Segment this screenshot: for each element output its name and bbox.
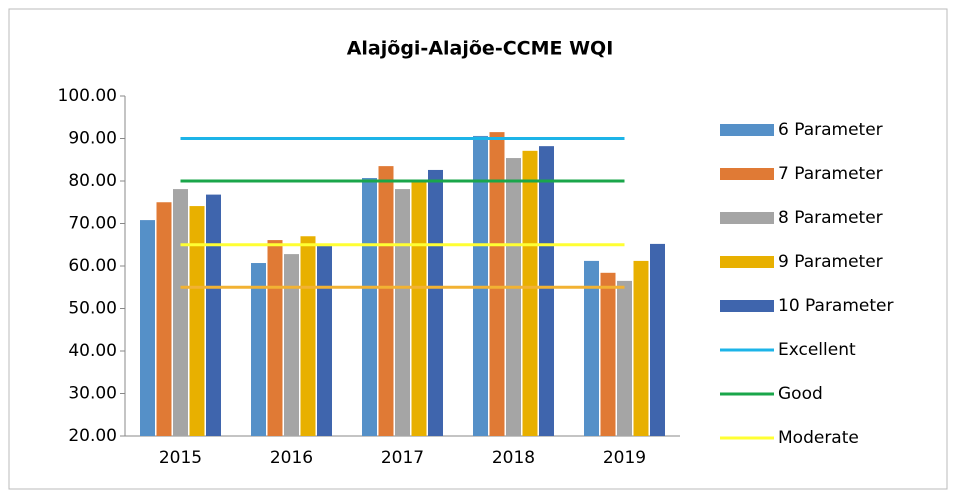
legend-swatch [720, 256, 774, 268]
bar [584, 260, 599, 436]
bar [206, 194, 221, 436]
bar [378, 166, 394, 436]
legend-label: 8 Parameter [778, 208, 883, 228]
bar [411, 180, 427, 436]
legend-swatch [720, 300, 774, 312]
bar [539, 146, 554, 436]
bar [362, 178, 377, 436]
y-tick-label: 100.00 [58, 86, 117, 106]
bar [395, 189, 410, 436]
bar [156, 202, 172, 436]
x-tick-label: 2019 [603, 448, 646, 468]
bar [506, 158, 521, 437]
bar [189, 206, 205, 436]
bar [284, 254, 299, 436]
legend-label: 6 Parameter [778, 120, 883, 140]
y-tick-label: 20.00 [68, 426, 117, 446]
bar [173, 189, 188, 436]
y-tick-label: 30.00 [68, 384, 117, 404]
bar [317, 246, 332, 436]
bar [617, 280, 632, 436]
x-tick-label: 2017 [381, 448, 424, 468]
bar [633, 260, 649, 436]
x-tick-label: 2018 [492, 448, 535, 468]
bar [300, 236, 316, 436]
legend-swatch [720, 124, 774, 136]
legend-swatch [720, 212, 774, 224]
legend-label: Excellent [778, 340, 856, 360]
y-tick-label: 50.00 [68, 299, 117, 319]
bar [489, 132, 505, 436]
x-tick-label: 2016 [270, 448, 313, 468]
legend-label: 10 Parameter [778, 296, 893, 316]
y-tick-label: 40.00 [68, 341, 117, 361]
chart-title: Alajõgi-Alajõe-CCME WQI [347, 38, 614, 60]
bar [251, 263, 266, 436]
y-tick-label: 80.00 [68, 171, 117, 191]
x-tick-label: 2015 [159, 448, 202, 468]
bar [650, 243, 665, 436]
bar [522, 150, 538, 436]
y-tick-label: 60.00 [68, 256, 117, 276]
legend-label: 7 Parameter [778, 164, 883, 184]
legend-label: 9 Parameter [778, 252, 883, 272]
legend-label: Good [778, 384, 823, 404]
bar [267, 240, 283, 436]
y-tick-label: 70.00 [68, 214, 117, 234]
legend-swatch [720, 168, 774, 180]
bar [140, 220, 155, 436]
legend-label: Moderate [778, 428, 859, 448]
y-tick-label: 90.00 [68, 129, 117, 149]
bar [428, 169, 443, 436]
bar [600, 272, 616, 436]
